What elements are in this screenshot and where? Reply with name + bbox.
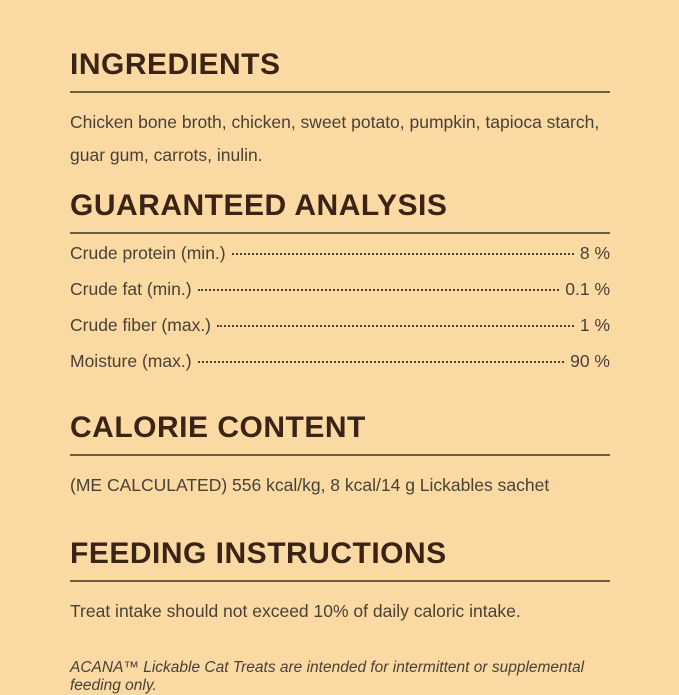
leader-dots [217, 325, 574, 327]
analysis-row-crude-fat: Crude fat (min.) 0.1 % [70, 279, 610, 315]
leader-dots [197, 289, 560, 291]
calorie-content-title: CALORIE CONTENT [70, 411, 366, 444]
analysis-row-value: 0.1 % [565, 279, 610, 299]
analysis-row-crude-protein: Crude protein (min.) 8 % [70, 243, 610, 279]
guaranteed-analysis-divider [70, 232, 610, 234]
analysis-row-value: 90 % [570, 351, 610, 371]
guaranteed-analysis-table: Crude protein (min.) 8 % Crude fat (min.… [70, 243, 610, 387]
analysis-row-moisture: Moisture (max.) 90 % [70, 351, 610, 387]
feeding-instructions-section: FEEDING INSTRUCTIONS Treat intake should… [70, 539, 610, 695]
ingredients-title: INGREDIENTS [70, 48, 281, 81]
guaranteed-analysis-section: GUARANTEED ANALYSIS Crude protein (min.)… [70, 191, 610, 387]
nutrition-label-panel: INGREDIENTS Chicken bone broth, chicken,… [70, 50, 610, 694]
guaranteed-analysis-title: GUARANTEED ANALYSIS [70, 189, 448, 222]
analysis-row-value: 8 % [579, 243, 610, 263]
analysis-row-label: Moisture (max.) [70, 351, 192, 371]
calorie-content-text: (ME CALCULATED) 556 kcal/kg, 8 kcal/14 g… [70, 475, 550, 495]
feeding-instructions-title: FEEDING INSTRUCTIONS [70, 537, 447, 570]
leader-dots [231, 253, 574, 255]
analysis-row-crude-fiber: Crude fiber (max.) 1 % [70, 315, 610, 351]
ingredients-section: INGREDIENTS Chicken bone broth, chicken,… [70, 50, 610, 172]
ingredients-list-text: Chicken bone broth, chicken, sweet potat… [70, 112, 600, 165]
feeding-instructions-text: Treat intake should not exceed 10% of da… [70, 601, 521, 621]
analysis-row-label: Crude fiber (max.) [70, 315, 212, 335]
leader-dots [197, 361, 565, 363]
ingredients-divider [70, 91, 610, 93]
calorie-content-section: CALORIE CONTENT (ME CALCULATED) 556 kcal… [70, 413, 610, 502]
analysis-row-value: 1 % [579, 315, 610, 335]
feeding-instructions-divider [70, 580, 610, 582]
intermittent-feeding-note: ACANA™ Lickable Cat Treats are intended … [70, 659, 585, 694]
calorie-content-divider [70, 454, 610, 456]
analysis-row-label: Crude fat (min.) [70, 279, 192, 299]
analysis-row-label: Crude protein (min.) [70, 243, 226, 263]
